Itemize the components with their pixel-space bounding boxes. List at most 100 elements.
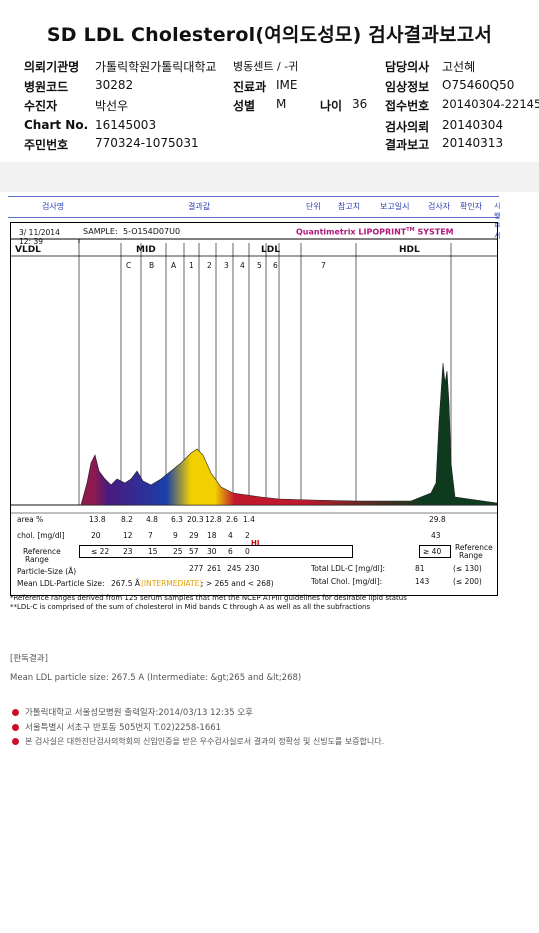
label-receipt-no: 접수번호: [385, 99, 430, 113]
bullet-icon: [12, 724, 19, 731]
value-receipt-no: 20140304-22145: [442, 97, 539, 111]
area-label: area %: [17, 515, 44, 524]
lipoprint-report: 검사명 결과값 단위 참고치 보고일시 검사자 확인자 시행부서 3/ 11/2…: [8, 196, 500, 596]
col-confirmer: 확인자: [460, 202, 483, 211]
col-test-name: 검사명: [42, 202, 65, 211]
ref-value: 15: [148, 547, 158, 556]
value-doctor: 고선혜: [442, 60, 476, 74]
footnote-1: *Reference ranges derived from 125 serum…: [10, 594, 407, 602]
sample-time: 12: 39: [19, 237, 43, 246]
label-doctor: 담당의사: [385, 60, 430, 74]
ref-value: 57: [189, 547, 199, 556]
total-ldl-label: Total LDL-C [mg/dl]:: [311, 564, 386, 573]
col-tester: 검사자: [428, 202, 451, 211]
label-chart-no: Chart No.: [24, 118, 89, 132]
chol-value: 7: [148, 531, 153, 540]
value-chart-no: 16145003: [95, 118, 157, 132]
label-resident-no: 주민번호: [24, 138, 69, 152]
ref-label: Range: [25, 555, 49, 564]
chol-flag: HI: [251, 539, 260, 547]
label-hospital-code: 병원코드: [24, 80, 69, 94]
lipoprint-chart: [11, 238, 497, 514]
area-value: 20.3: [187, 515, 204, 524]
chol-value: 20: [91, 531, 101, 540]
area-value: 4.8: [146, 515, 158, 524]
value-gender: M: [276, 97, 287, 111]
area-value: 2.6: [226, 515, 238, 524]
report-column-header: 검사명 결과값 단위 참고치 보고일시 검사자 확인자 시행부서: [8, 196, 500, 240]
label-report-date: 결과보고: [385, 138, 430, 152]
chol-value: 18: [207, 531, 217, 540]
label-patient: 수진자: [24, 99, 58, 113]
chol-value: 2: [245, 531, 250, 540]
band-label: 2: [207, 261, 212, 270]
group-mid: MID: [136, 245, 156, 255]
judgment-title: [판독결과]: [10, 654, 48, 664]
col-reference: 참고치: [338, 202, 361, 211]
col-result: 결과값: [188, 202, 211, 211]
area-value: 1.4: [243, 515, 255, 524]
ref-value: ≤ 22: [91, 547, 110, 556]
ref-value: 30: [207, 547, 217, 556]
particle-size-value: 277: [189, 564, 204, 573]
section-divider: [0, 162, 539, 192]
bullet-icon: [12, 709, 19, 716]
label-gender: 성별: [233, 99, 256, 113]
chol-value: 4: [228, 531, 233, 540]
value-hospital-code: 30282: [95, 78, 134, 92]
ref-value: 6: [228, 547, 233, 556]
judgment-text: Mean LDL particle size: 267.5 A (Interme…: [10, 673, 302, 683]
value-institution: 가톨릭학원가톨릭대학교: [95, 60, 217, 74]
ref-value: 23: [123, 547, 133, 556]
bullet-icon: [12, 738, 19, 745]
group-vldl: VLDL: [15, 245, 41, 255]
band-label: 5: [257, 261, 262, 270]
band-label: B: [149, 261, 155, 270]
band-label: 4: [240, 261, 245, 270]
col-unit: 단위: [306, 202, 321, 211]
band-label: 3: [224, 261, 229, 270]
particle-size-value: 261: [207, 564, 222, 573]
label-clinical-info: 임상정보: [385, 80, 430, 94]
total-chol-range: (≤ 200): [453, 577, 482, 586]
chol-value: 9: [173, 531, 178, 540]
mean-size-label: Mean LDL-Particle Size:: [17, 579, 105, 588]
area-value: 12.8: [205, 515, 222, 524]
value-patient: 박선우: [95, 99, 129, 113]
label-institution: 의뢰기관명: [24, 60, 80, 74]
ref-value: 0: [245, 547, 250, 556]
reference-box: [79, 545, 353, 558]
particle-size-value: 245: [227, 564, 242, 573]
mean-size-note: (INTERMEDIATE): [141, 579, 203, 588]
value-request-date: 20140304: [442, 118, 504, 132]
value-resident-no: 770324-1075031: [95, 136, 199, 150]
ref-value: 25: [173, 547, 183, 556]
chol-value: 12: [123, 531, 133, 540]
footnotes: *Reference ranges derived from 125 serum…: [10, 594, 407, 612]
value-ward: 병동센트 / -귀: [233, 60, 299, 73]
group-hdl: HDL: [399, 245, 420, 255]
value-age: 36: [352, 97, 368, 111]
chol-value: 29: [189, 531, 199, 540]
area-value: 8.2: [121, 515, 133, 524]
area-value: 13.8: [89, 515, 106, 524]
label-age: 나이: [320, 99, 343, 113]
total-chol-value: 143: [415, 577, 430, 586]
band-label: 1: [189, 261, 194, 270]
electrophoresis-frame: 3/ 11/2014 12: 39 SAMPLE: 5-O154D07U0 Qu…: [10, 222, 498, 596]
footnote-2: **LDL-C is comprised of the sum of chole…: [10, 603, 371, 611]
mean-size-tail: ; > 265 and < 268): [201, 579, 274, 588]
ref-value: ≥ 40: [423, 547, 442, 556]
ref-right-label: Reference: [455, 543, 493, 552]
total-chol-label: Total Chol. [mg/dl]:: [311, 577, 383, 586]
ref-right-label: Range: [459, 551, 483, 560]
col-report-time: 보고일시: [380, 202, 410, 211]
total-ldl-range: (≤ 130): [453, 564, 482, 573]
label-clinic: 진료과: [233, 80, 267, 94]
value-clinical-info: O75460Q50: [442, 78, 515, 92]
ref-label: Reference: [23, 547, 61, 556]
particle-size-label: Particle-Size (Å): [17, 567, 77, 576]
value-clinic: IME: [276, 78, 298, 92]
chol-value: 43: [431, 531, 441, 540]
